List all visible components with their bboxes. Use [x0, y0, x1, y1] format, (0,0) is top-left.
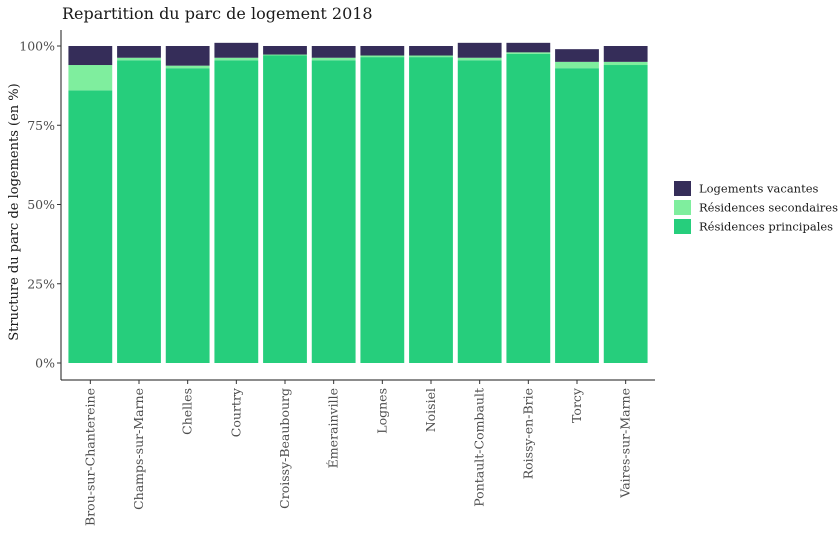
bar-segment-3-1: [214, 57, 259, 61]
bar-segment-9-2: [506, 42, 551, 53]
y-tick-label-3: 75%: [27, 118, 55, 133]
x-tick-label-11: Vaires-sur-Marne: [618, 388, 633, 499]
bar-segment-7-1: [409, 55, 453, 58]
bar-segment-0-0: [68, 90, 113, 363]
bar-segment-4-0: [263, 55, 307, 363]
bar-segment-11-1: [603, 61, 648, 66]
y-axis-title: Structure du parc de logements (en %): [7, 83, 22, 340]
bar-segment-8-2: [457, 42, 502, 58]
x-tick-label-5: Émerainville: [326, 388, 341, 468]
x-tick-label-10: Torcy: [569, 387, 584, 423]
bar-segment-8-0: [457, 60, 502, 363]
bar-segment-7-2: [409, 46, 453, 56]
x-tick-label-1: Champs-sur-Marne: [131, 388, 146, 510]
bar-segment-9-1: [506, 52, 551, 54]
bar-segment-3-0: [214, 60, 259, 363]
bar-segment-2-0: [165, 68, 210, 363]
bar-segment-6-2: [360, 46, 405, 56]
x-tick-label-0: Brou-sur-Chantereine: [82, 388, 97, 526]
bar-segment-2-1: [165, 65, 210, 69]
y-tick-label-2: 50%: [27, 197, 55, 212]
bar-segment-1-1: [117, 57, 161, 61]
x-tick-label-3: Courtry: [228, 387, 243, 437]
legend-label-1: Résidences secondaires: [699, 201, 838, 215]
legend-swatch-0: [674, 181, 691, 196]
x-tick-label-7: Noisiel: [423, 388, 438, 432]
bar-segment-11-2: [603, 46, 648, 62]
x-tick-label-8: Pontault-Combault: [472, 388, 487, 507]
bar-segment-9-0: [506, 53, 551, 364]
bar-segment-7-0: [409, 57, 453, 363]
bar-segment-10-1: [555, 61, 599, 69]
bar-segment-1-0: [117, 60, 161, 363]
bar-segment-1-2: [117, 46, 161, 58]
legend-label-0: Logements vacantes: [699, 182, 819, 196]
chart-title: Repartition du parc de logement 2018: [62, 4, 373, 23]
bar-segment-2-2: [165, 46, 210, 66]
bar-segment-0-1: [68, 65, 113, 91]
bar-segment-6-1: [360, 55, 405, 58]
bars-group: [68, 42, 648, 364]
bar-segment-4-1: [263, 54, 307, 56]
bar-segment-11-0: [603, 65, 648, 364]
y-tick-label-1: 25%: [27, 276, 55, 291]
y-axis-ticks: 0% 25% 50% 75% 100%: [19, 39, 61, 371]
bar-segment-0-2: [68, 46, 113, 66]
bar-segment-6-0: [360, 57, 405, 363]
bar-segment-10-0: [555, 68, 599, 363]
x-tick-label-4: Croissy-Beaubourg: [277, 388, 292, 509]
bar-segment-10-2: [555, 49, 599, 62]
x-axis-ticks: Brou-sur-Chantereine Champs-sur-Marne Chel…: [82, 380, 633, 526]
bar-segment-5-1: [311, 57, 356, 61]
x-tick-label-2: Chelles: [180, 388, 195, 435]
bar-segment-3-2: [214, 42, 259, 58]
x-tick-label-9: Roissy-en-Brie: [520, 388, 535, 479]
y-tick-label-4: 100%: [19, 39, 55, 54]
y-tick-label-0: 0%: [35, 356, 55, 371]
bar-segment-4-2: [263, 46, 307, 55]
legend-swatch-1: [674, 200, 691, 215]
bar-segment-5-2: [311, 46, 356, 58]
legend-label-2: Résidences principales: [699, 220, 833, 234]
legend: Logements vacantes Résidences secondaires…: [674, 181, 838, 234]
x-tick-label-6: Lognes: [374, 388, 389, 434]
legend-swatch-2: [674, 219, 691, 234]
bar-segment-8-1: [457, 57, 502, 61]
bar-segment-5-0: [311, 60, 356, 363]
